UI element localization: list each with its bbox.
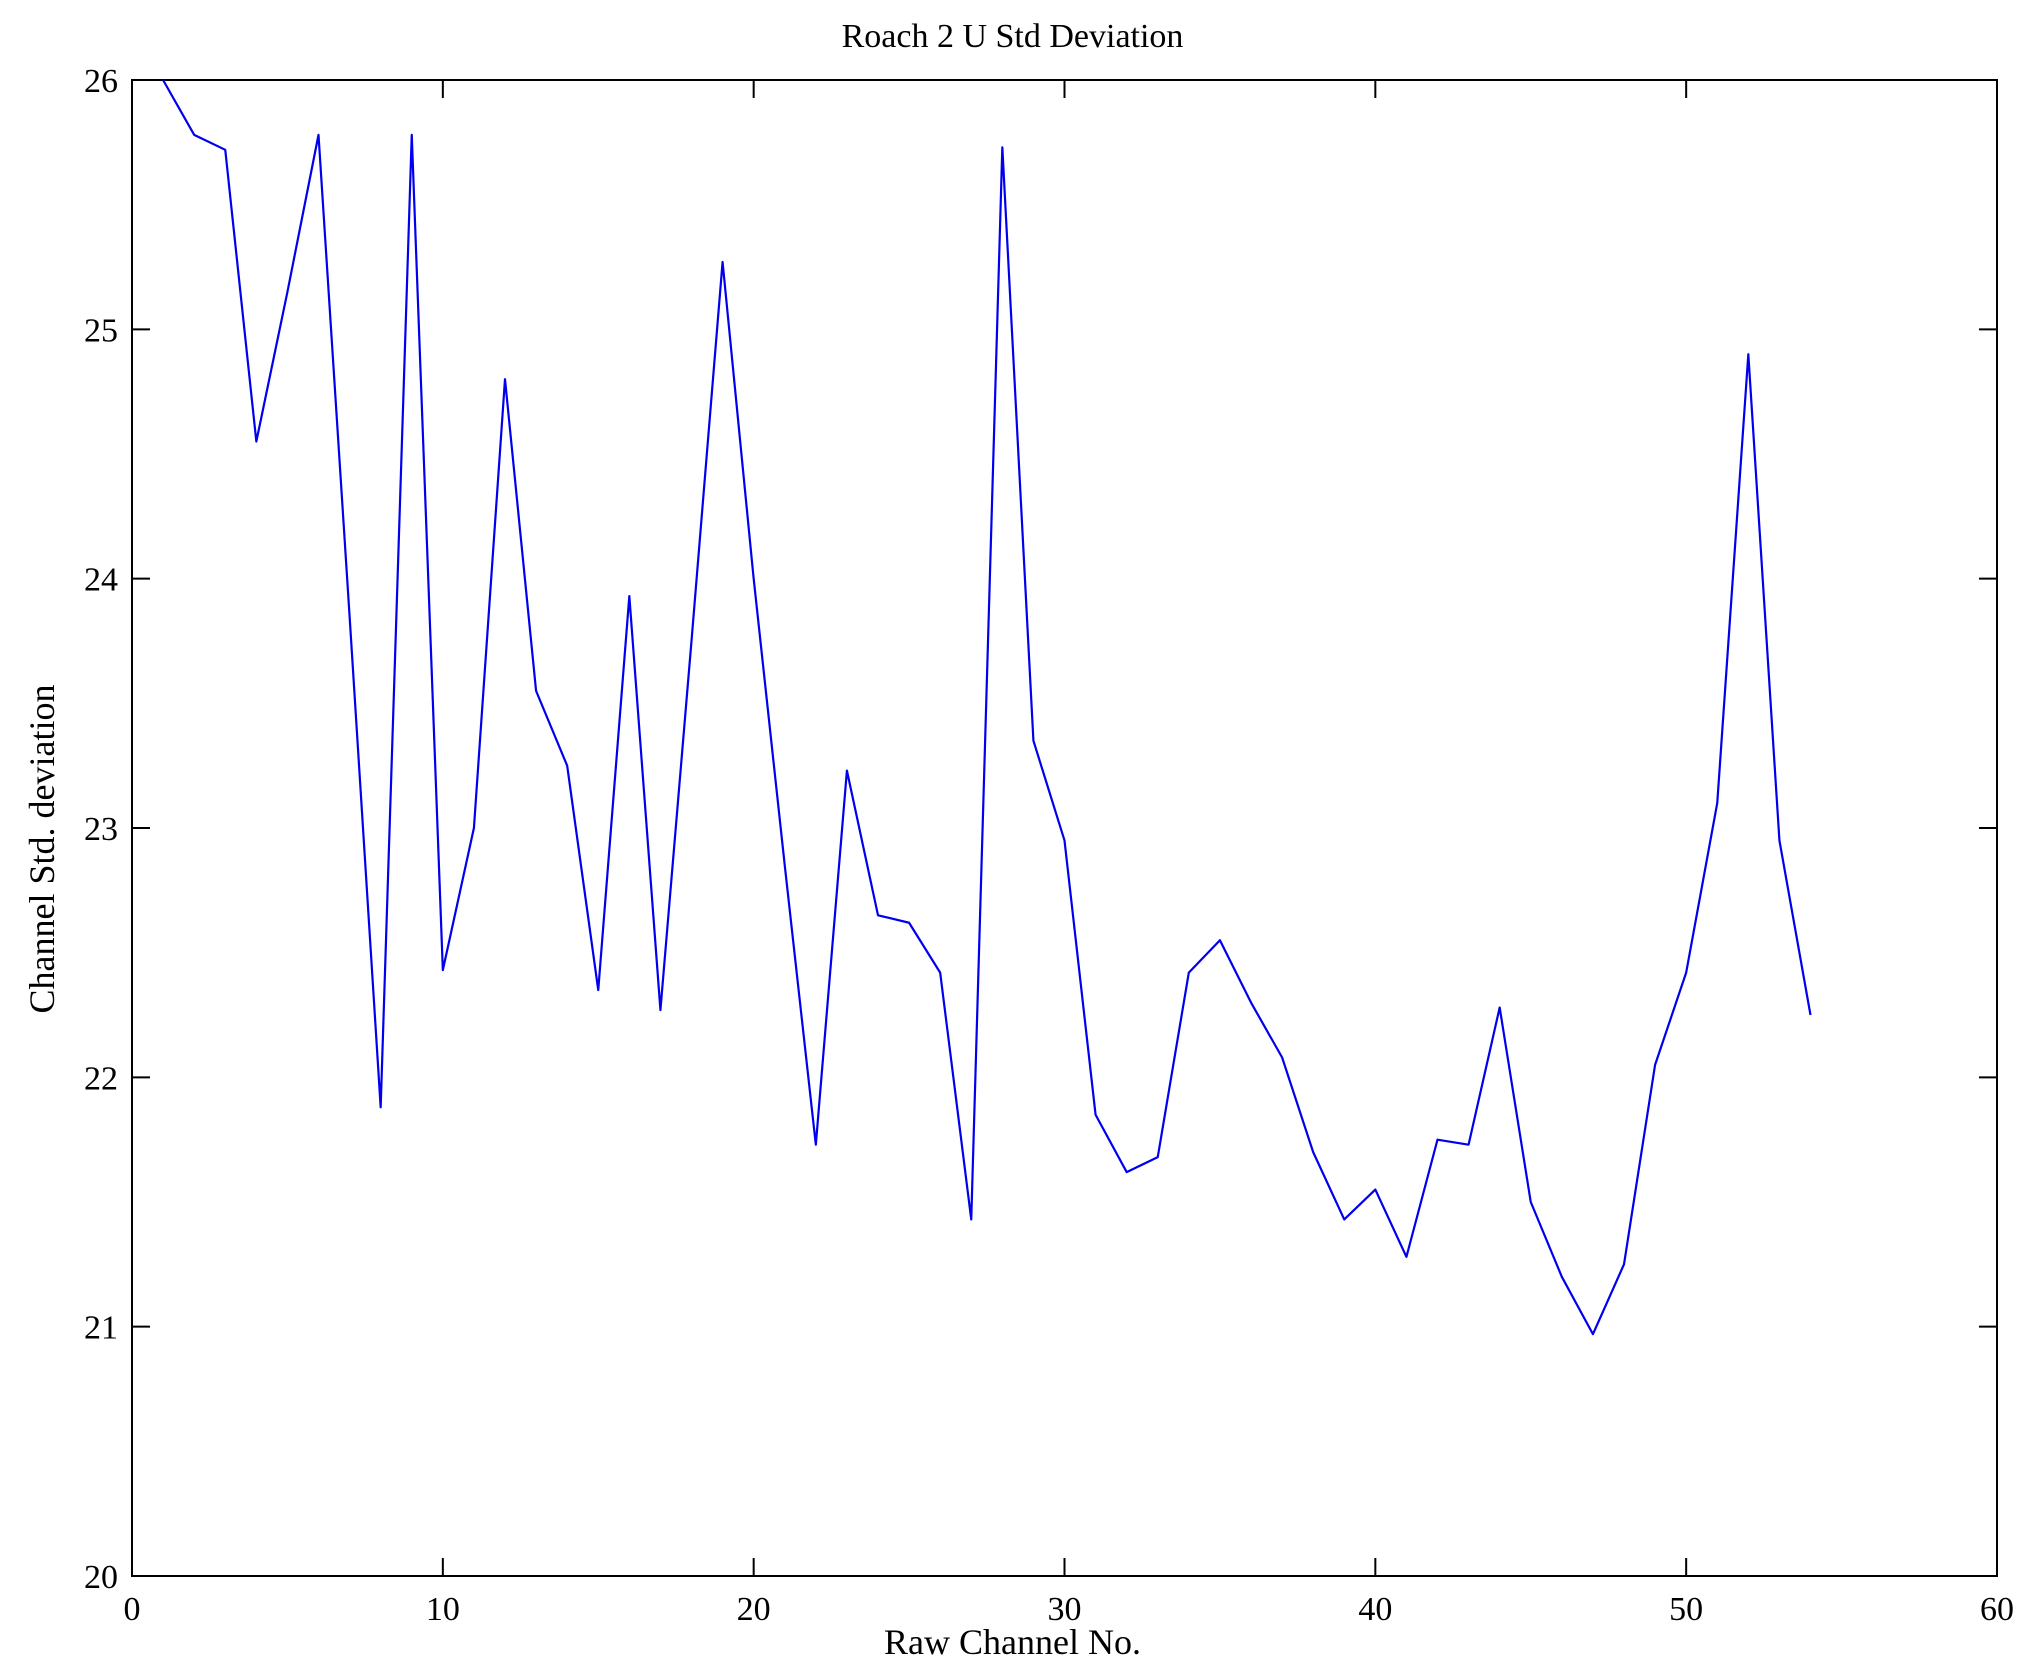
x-axis-label: Raw Channel No. <box>884 1622 1141 1662</box>
y-tick-label: 24 <box>84 562 118 599</box>
axes-frame <box>131 79 1998 1577</box>
x-tick-label: 10 <box>426 1591 460 1628</box>
x-tick-label: 20 <box>737 1591 771 1628</box>
y-tick-label: 20 <box>84 1559 118 1596</box>
y-tick-label: 26 <box>84 63 118 100</box>
x-tick-label: 50 <box>1669 1591 1703 1628</box>
x-tick-label: 30 <box>1048 1591 1082 1628</box>
x-tick-label: 0 <box>124 1591 141 1628</box>
x-tick-label: 40 <box>1358 1591 1392 1628</box>
y-tick-label: 21 <box>84 1310 118 1347</box>
chart-title: Roach 2 U Std Deviation <box>841 18 1184 55</box>
y-tick-label: 23 <box>84 811 118 848</box>
y-tick-label: 22 <box>84 1060 118 1097</box>
data-line <box>162 79 1812 1336</box>
y-tick-label: 25 <box>84 312 118 349</box>
x-tick-label: 60 <box>1980 1591 2014 1628</box>
